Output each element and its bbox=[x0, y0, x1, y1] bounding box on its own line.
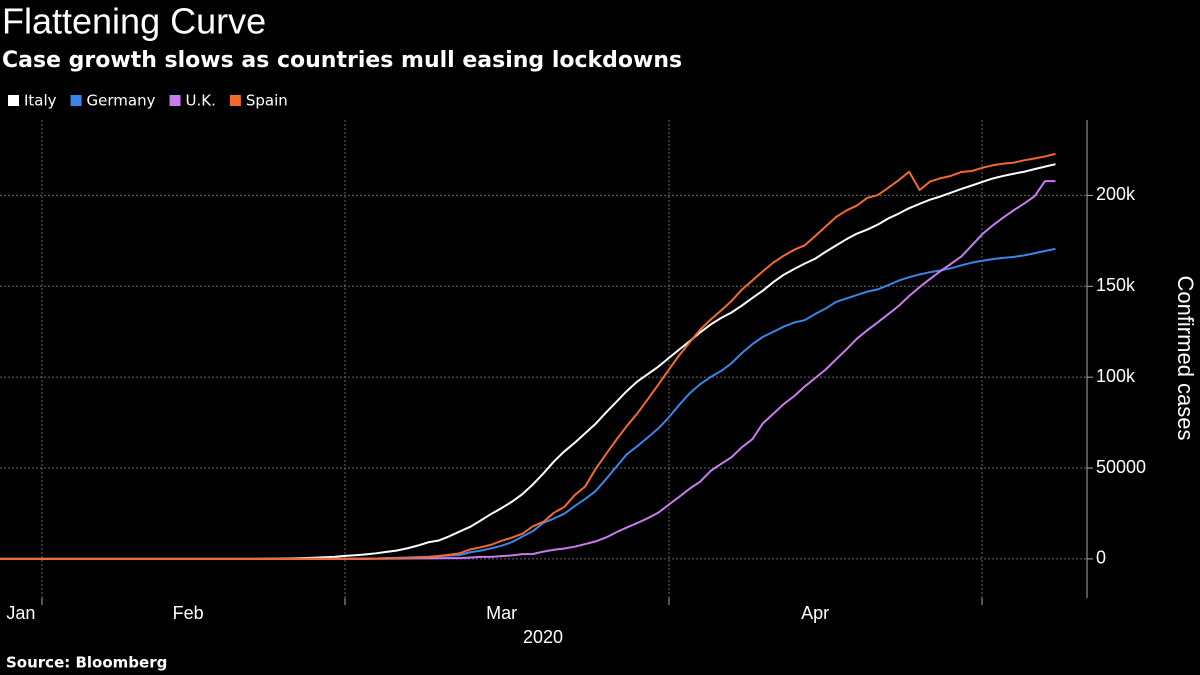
chart-title: Flattening Curve bbox=[2, 1, 266, 42]
chart-subtitle: Case growth slows as countries mull easi… bbox=[2, 48, 682, 73]
y-tick-label: 200k bbox=[1096, 184, 1136, 204]
legend: Italy Germany U.K. Spain bbox=[8, 92, 288, 110]
legend-label: Spain bbox=[246, 92, 288, 110]
y-tick-label: 100k bbox=[1096, 366, 1136, 386]
legend-label: U.K. bbox=[186, 92, 216, 110]
legend-label: Germany bbox=[87, 92, 156, 110]
y-axis-label: Confirmed cases bbox=[1173, 275, 1198, 440]
legend-swatch bbox=[8, 95, 19, 106]
x-tick-label: Apr bbox=[801, 603, 829, 623]
x-tick-label: Feb bbox=[173, 603, 204, 623]
series-line bbox=[0, 152, 1056, 560]
y-tick-label: 150k bbox=[1096, 275, 1136, 295]
legend-swatch bbox=[229, 95, 241, 106]
plot-area bbox=[0, 120, 1093, 605]
legend-swatch bbox=[169, 95, 181, 106]
legend-label: Italy bbox=[24, 92, 57, 110]
y-tick-label: 50000 bbox=[1096, 457, 1146, 477]
source: Source: Bloomberg bbox=[6, 654, 167, 672]
y-tick-label: 0 bbox=[1096, 548, 1106, 568]
legend-swatch bbox=[70, 95, 82, 106]
x-tick-label: Mar bbox=[486, 603, 517, 623]
x-tick-label: Jan bbox=[6, 603, 35, 623]
x-axis-label: 2020 bbox=[523, 627, 563, 647]
